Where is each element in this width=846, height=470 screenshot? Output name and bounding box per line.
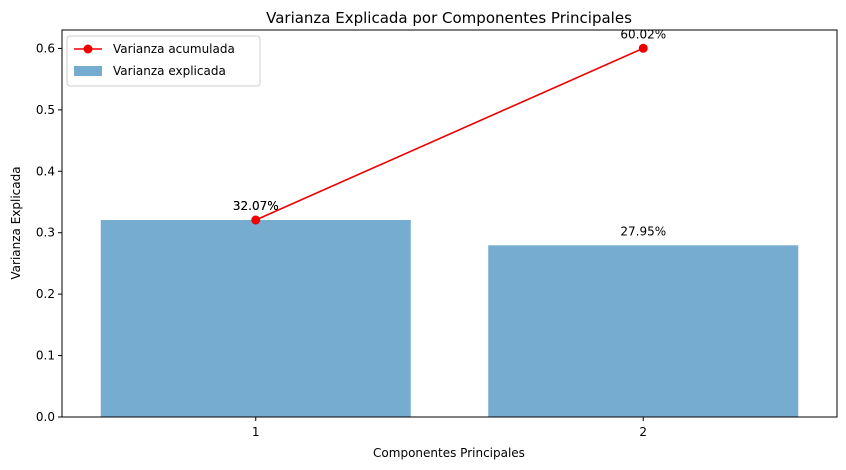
plot-frame [61,29,838,418]
line-point-1 [251,215,261,225]
x-axis-label: Componentes Principales [373,446,525,460]
bar-1 [100,219,411,417]
line-label-2: 60.02% [620,27,666,41]
line-varianza-acumulada [255,47,644,221]
y-tick-label: 0.1 [36,349,55,363]
legend-bar-swatch [74,66,102,76]
line-point-2 [638,43,648,53]
bar-2 [488,245,799,417]
bar-label-2: 27.95% [620,224,666,238]
legend-label-line: Varianza acumulada [113,42,235,56]
y-tick-label: 0.3 [36,226,55,240]
y-tick-label: 0.5 [36,103,55,117]
y-tick-label: 0.4 [36,164,55,178]
legend-line-marker [83,44,93,54]
line-label-1: 32.07% [233,199,279,213]
plot-area: 32.07%27.95%32.07%60.02% [100,27,799,417]
legend-label-bar: Varianza explicada [113,64,226,78]
x-tick-label: 1 [252,425,260,439]
legend-box [66,35,261,87]
y-tick-label: 0.2 [36,287,55,301]
y-tick-label: 0.0 [36,410,55,424]
y-axis: 0.0 0.1 0.2 0.3 0.4 0.5 0.6 [36,41,62,424]
x-tick-label: 2 [639,425,647,439]
y-axis-label: Varianza Explicada [9,166,23,279]
chart-title: Varianza Explicada por Componentes Princ… [266,9,632,27]
y-tick-label: 0.6 [36,41,55,55]
legend: Varianza acumulada Varianza explicada [66,35,261,87]
bar-label-1: 32.07% [233,199,279,213]
